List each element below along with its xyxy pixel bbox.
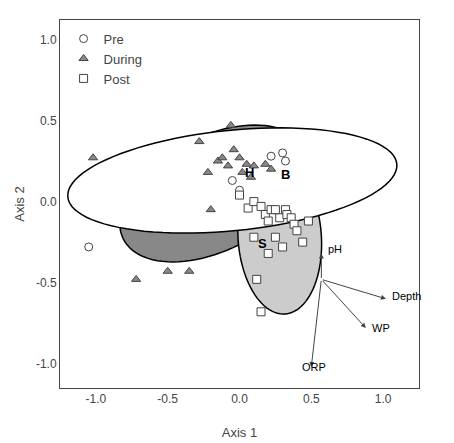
svg-text:S: S	[258, 236, 267, 251]
svg-text:Depth: Depth	[392, 290, 421, 302]
svg-text:WP: WP	[372, 322, 390, 334]
svg-text:ORP: ORP	[302, 361, 326, 373]
svg-text:Pre: Pre	[104, 32, 124, 47]
svg-text:-0.5: -0.5	[36, 276, 57, 290]
svg-text:Axis 1: Axis 1	[222, 425, 257, 440]
svg-text:0.5: 0.5	[303, 392, 320, 406]
svg-text:Axis 2: Axis 2	[12, 186, 27, 221]
svg-text:-1.0: -1.0	[36, 357, 57, 371]
svg-text:1.0: 1.0	[375, 392, 392, 406]
svg-text:pH: pH	[328, 243, 342, 255]
svg-text:1.0: 1.0	[40, 33, 57, 47]
svg-text:0.5: 0.5	[40, 114, 57, 128]
svg-text:During: During	[104, 52, 142, 67]
svg-text:0.0: 0.0	[231, 392, 248, 406]
svg-text:-0.5: -0.5	[157, 392, 178, 406]
svg-text:0.0: 0.0	[40, 195, 57, 209]
svg-text:B: B	[281, 167, 290, 182]
svg-text:H: H	[245, 165, 254, 180]
svg-text:-1.0: -1.0	[86, 392, 107, 406]
svg-text:Post: Post	[104, 72, 130, 87]
